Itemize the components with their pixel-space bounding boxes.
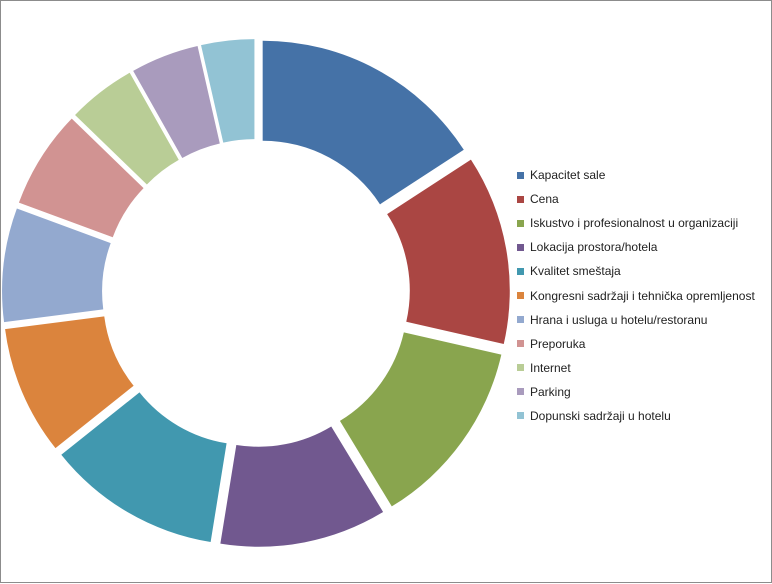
legend-item: Iskustvo i profesionalnost u organizacij… — [517, 211, 767, 235]
legend-swatch — [517, 316, 524, 324]
chart-legend: Kapacitet sale Cena Iskustvo i profesional… — [517, 163, 767, 428]
legend-swatch — [517, 219, 524, 227]
legend-swatch — [517, 267, 524, 275]
legend-item: Lokacija prostora/hotela — [517, 235, 767, 259]
legend-item: Kongresni sadržaji i tehnička opremljeno… — [517, 283, 767, 307]
donut-slice-4 — [220, 426, 384, 547]
legend-label: Preporuka — [530, 336, 586, 351]
donut-slice-2 — [387, 159, 510, 344]
legend-swatch — [517, 195, 524, 203]
donut-slice-3 — [339, 332, 502, 507]
legend-label: Dopunski sadržaji u hotelu — [530, 408, 671, 423]
donut-slice-1 — [262, 40, 464, 205]
legend-label: Kapacitet sale — [530, 168, 606, 183]
legend-swatch — [517, 340, 524, 348]
donut-slice-11 — [201, 39, 255, 143]
donut-slice-9 — [75, 72, 179, 185]
legend-swatch — [517, 171, 524, 179]
legend-item: Kapacitet sale — [517, 163, 767, 187]
legend-label: Iskustvo i profesionalnost u organizacij… — [530, 216, 739, 231]
legend-item: Kvalitet smeštaja — [517, 259, 767, 283]
legend-label: Kongresni sadržaji i tehnička opremljeno… — [530, 288, 755, 303]
legend-item: Cena — [517, 187, 767, 211]
legend-label: Internet — [530, 360, 571, 375]
legend-item: Dopunski sadržaji u hotelu — [517, 404, 767, 428]
donut-slice-6 — [5, 316, 134, 449]
legend-item: Internet — [517, 356, 767, 380]
legend-label: Lokacija prostora/hotela — [530, 240, 658, 255]
legend-item: Preporuka — [517, 332, 767, 356]
legend-item: Hrana i usluga u hotelu/restoranu — [517, 308, 767, 332]
legend-label: Hrana i usluga u hotelu/restoranu — [530, 312, 708, 327]
legend-swatch — [517, 412, 524, 420]
legend-swatch — [517, 292, 524, 300]
legend-label: Kvalitet smeštaja — [530, 264, 621, 279]
legend-swatch — [517, 243, 524, 251]
donut-slice-8 — [18, 118, 144, 238]
donut-slice-5 — [61, 392, 227, 543]
legend-swatch — [517, 388, 524, 396]
legend-label: Cena — [530, 192, 559, 207]
donut-slice-7 — [2, 208, 111, 323]
donut-slice-10 — [133, 45, 220, 158]
legend-item: Parking — [517, 380, 767, 404]
legend-label: Parking — [530, 384, 571, 399]
legend-swatch — [517, 364, 524, 372]
